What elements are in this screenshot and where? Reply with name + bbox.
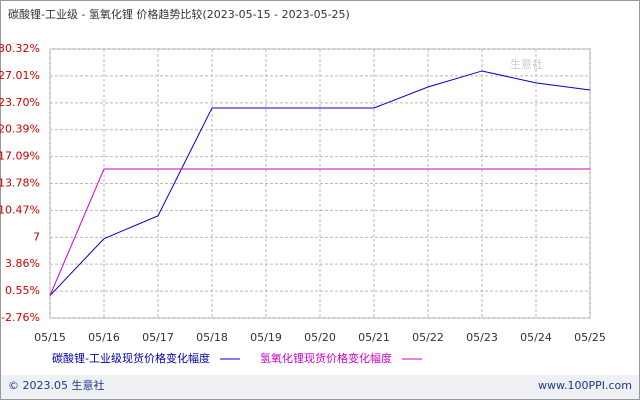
y-tick-label: 10.47% [0,203,40,216]
footer-right: www.100PPI.com [538,379,632,392]
y-tick-label: 13.78% [0,177,40,190]
y-tick-label: 7 [33,230,40,243]
x-tick-label: 05/21 [358,331,390,344]
y-tick-label: 27.01% [0,69,40,82]
y-tick-label: 30.32% [0,42,40,55]
series-line [49,70,591,296]
footer-band [1,375,639,399]
chart-title: 碳酸锂-工业级 - 氢氧化锂 价格趋势比较(2023-05-15 - 2023-… [8,7,350,21]
footer-left: © 2023.05 生意社 [8,378,104,392]
x-tick-label: 05/18 [196,331,228,344]
y-tick-label: 3.86% [5,257,40,270]
x-tick-label: 05/22 [412,331,444,344]
x-tick-label: 05/20 [304,331,336,344]
series-line [49,168,590,296]
x-tick-label: 05/17 [142,331,174,344]
y-tick-label: 23.70% [0,96,40,109]
x-tick-label: 05/25 [574,331,606,344]
watermark: 生意社 [510,57,543,71]
legend-label: 碳酸锂-工业级现货价格变化幅度 [52,351,210,365]
x-tick-label: 05/19 [250,331,282,344]
x-tick-label: 05/24 [520,331,552,344]
x-tick-label: 05/23 [466,331,498,344]
x-tick-label: 05/16 [88,331,120,344]
y-tick-label: 0.55% [5,284,40,297]
x-tick-label: 05/15 [34,331,66,344]
y-tick-label: -2.76% [1,311,40,324]
legend-label: 氢氧化锂现货价格变化幅度 [260,351,392,365]
y-tick-label: 17.09% [0,150,40,163]
y-tick-label: 20.39% [0,123,40,136]
